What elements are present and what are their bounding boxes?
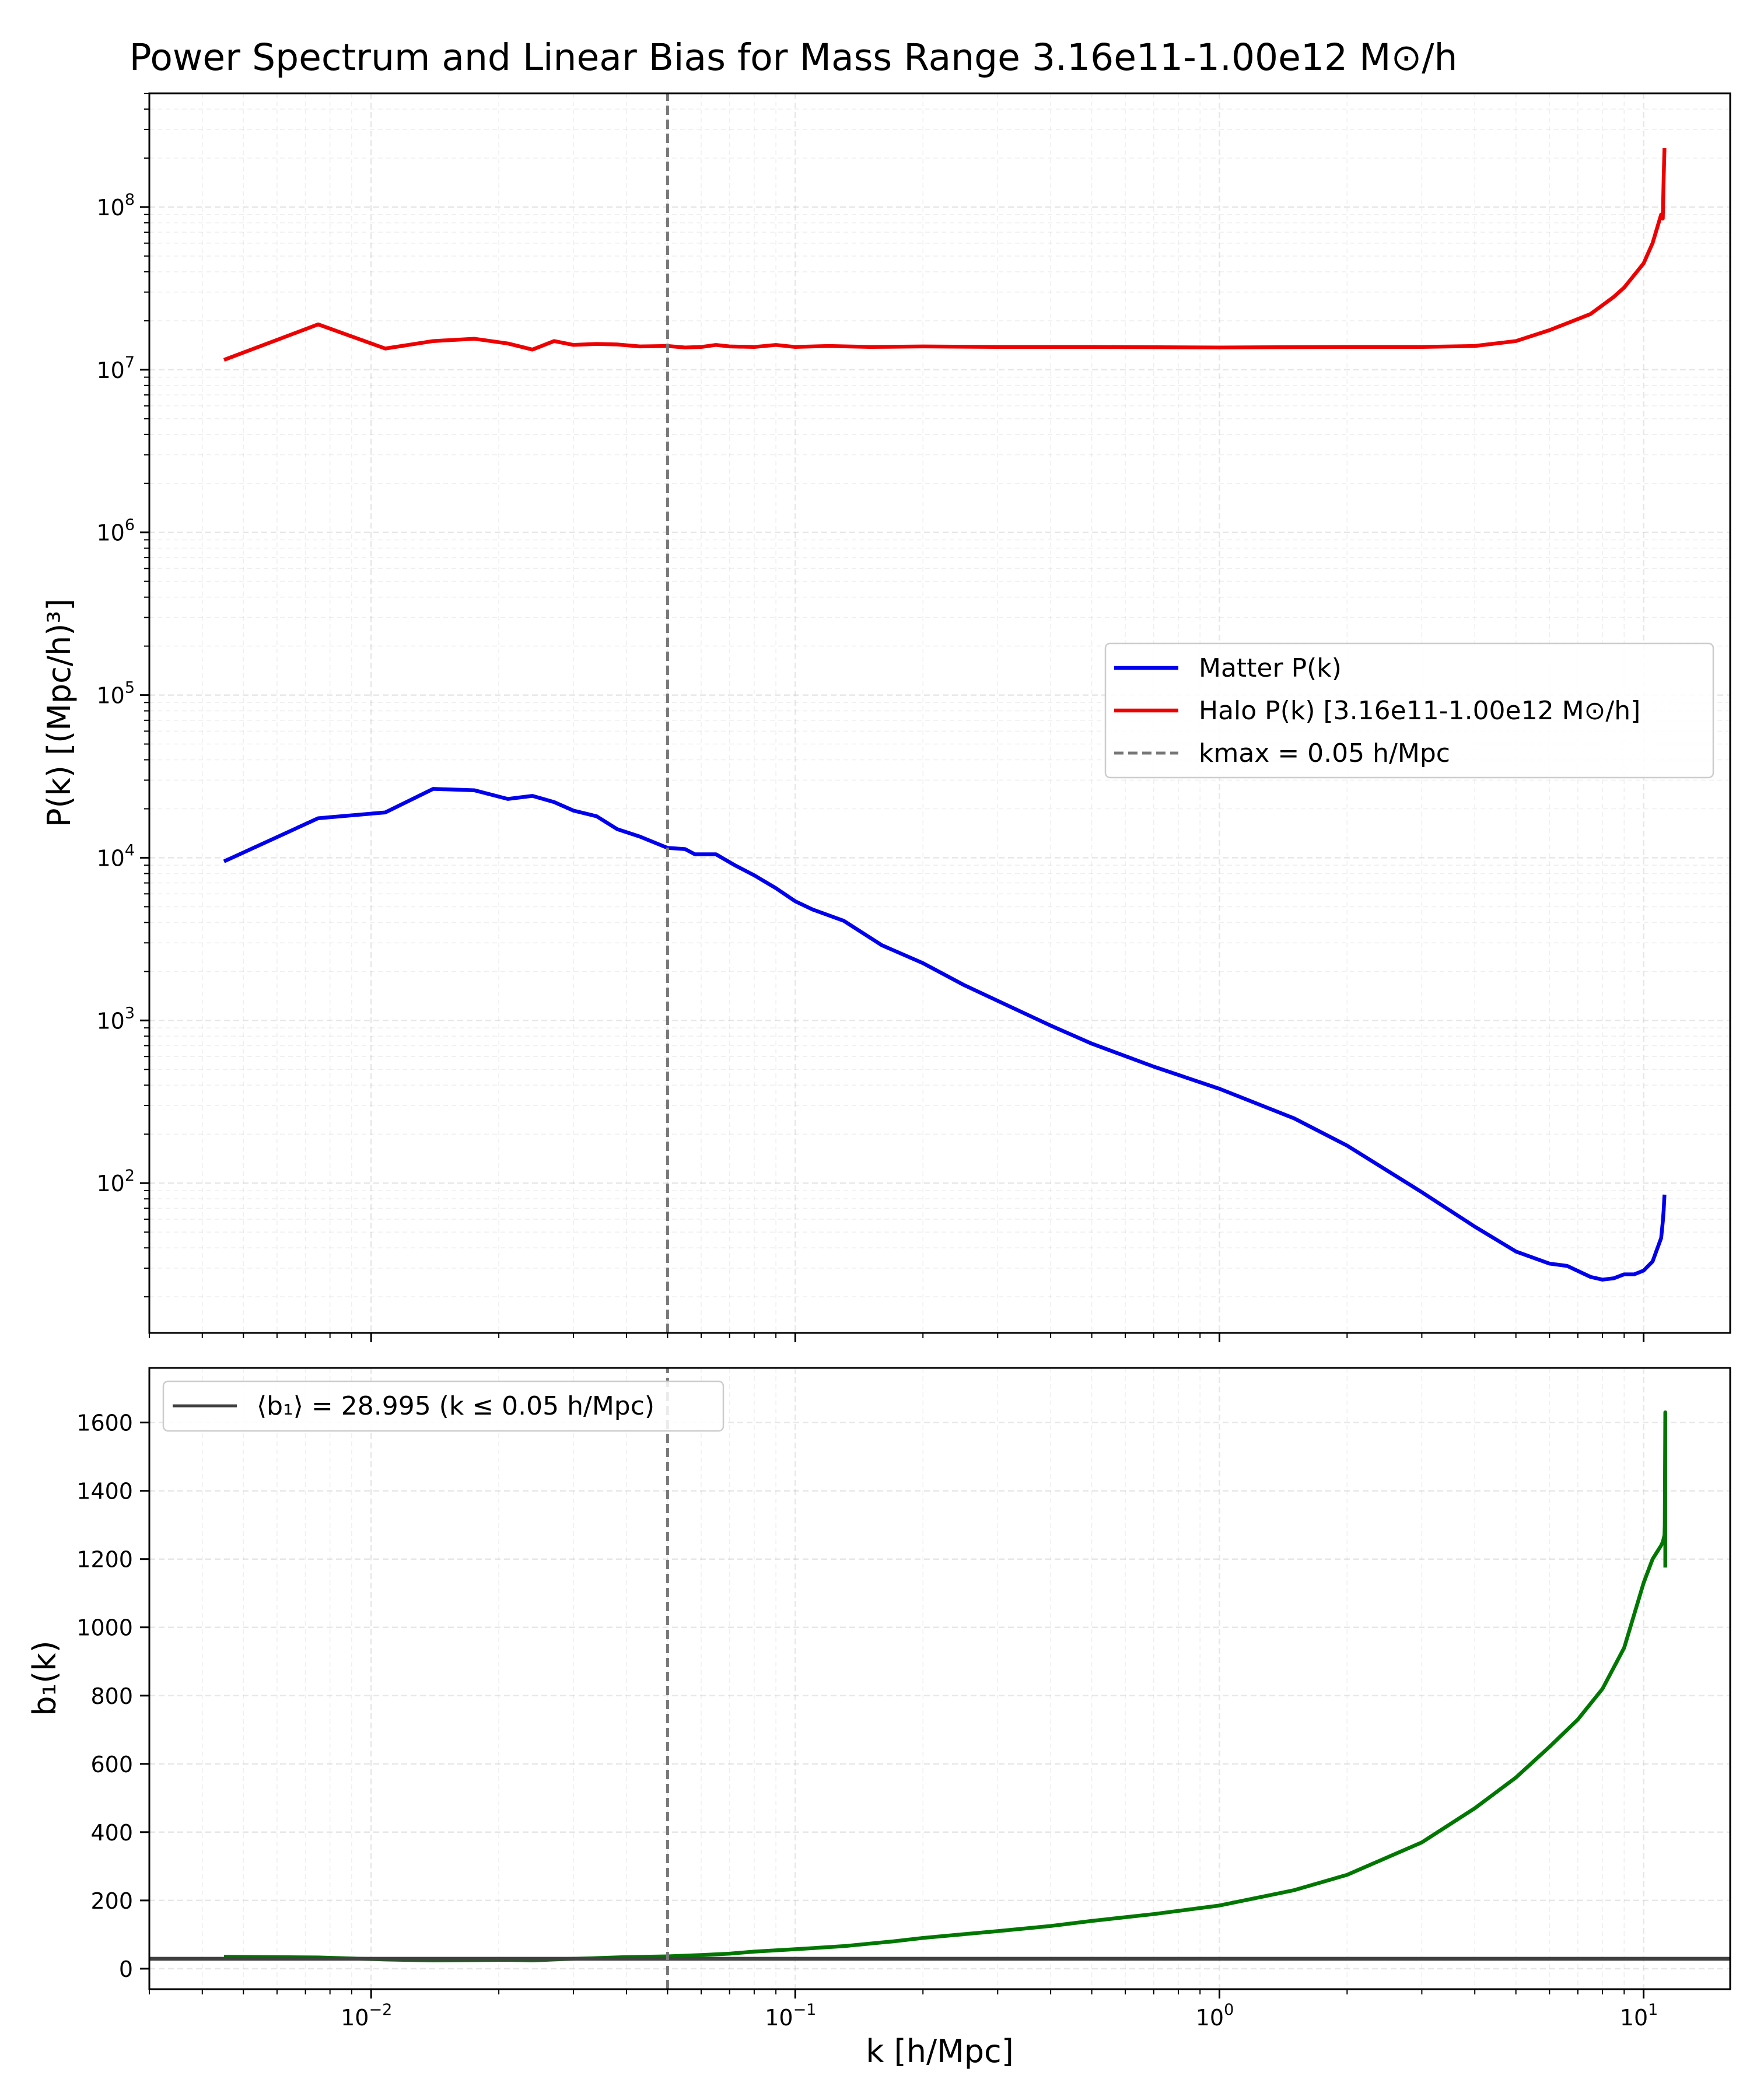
bottom-x-tick-label: 10−1	[765, 2001, 816, 2031]
top-series-0-matter-p-k	[223, 787, 1667, 1282]
bottom-y-tick-label: 0	[119, 1957, 133, 1982]
legend-label-kmax: kmax = 0.05 h/Mpc	[1199, 738, 1450, 768]
top-legend-box	[1104, 642, 1714, 779]
bottom-axis-ticks: 0 200 400 600 800 1000 1200 1400 1600 10−2 10−1 100…	[76, 1410, 1658, 2031]
top-grid	[149, 93, 1730, 1333]
bottom-legend: ⟨b₁⟩ = 28.995 (k ≤ 0.05 h/Mpc)	[162, 1380, 724, 1432]
top-plot-frame	[148, 92, 1731, 1334]
bottom-y-tick-label: 800	[90, 1684, 133, 1709]
top-y-tick-label: 105	[96, 679, 135, 709]
bottom-plot-frame	[148, 1367, 1731, 1990]
top-y-axis-label: P(k) [(Mpc/h)³]	[41, 598, 78, 827]
top-series-1-halo-p-k-3-16e11-1-00e12-m-h	[223, 148, 1667, 362]
bottom-y-tick-label: 200	[90, 1888, 133, 1914]
chart-title: Power Spectrum and Linear Bias for Mass …	[130, 36, 1458, 79]
bottom-y-tick-label: 1400	[76, 1479, 133, 1504]
top-y-tick-label: 107	[96, 354, 135, 383]
top-y-tick-label: 104	[96, 841, 135, 871]
top-series	[223, 93, 1667, 1333]
top-y-tick-label: 108	[96, 191, 135, 220]
bottom-x-tick-label: 101	[1620, 2001, 1658, 2031]
top-y-tick-label: 102	[96, 1167, 135, 1196]
top-legend: Matter P(k) Halo P(k) [3.16e11-1.00e12 M…	[1104, 642, 1714, 779]
top-y-tick-label: 103	[96, 1004, 135, 1034]
top-panel: 102 103 104 105 106 107 108 P(k) [(Mpc/h)³] Ma…	[41, 92, 1731, 1342]
bottom-x-tick-label: 10−2	[341, 2001, 392, 2031]
bottom-panel: 0 200 400 600 800 1000 1200 1400 1600 10−2 10−1 100…	[26, 1367, 1731, 2070]
bottom-y-tick-label: 1600	[76, 1410, 133, 1436]
legend-label-halo: Halo P(k) [3.16e11-1.00e12 M⊙/h]	[1199, 696, 1640, 726]
bottom-legend-box	[162, 1380, 724, 1432]
bottom-y-tick-label: 400	[90, 1820, 133, 1846]
x-axis-label: k [h/Mpc]	[866, 2033, 1014, 2070]
legend-label-mean-bias: ⟨b₁⟩ = 28.995 (k ≤ 0.05 h/Mpc)	[257, 1391, 654, 1421]
bottom-y-axis-label: b₁(k)	[26, 1640, 63, 1716]
bottom-y-tick-label: 1000	[76, 1615, 133, 1641]
bottom-y-tick-label: 1200	[76, 1547, 133, 1573]
top-axis-ticks: 102 103 104 105 106 107 108	[96, 93, 1645, 1342]
bottom-series	[149, 1368, 1730, 1989]
bottom-y-tick-label: 600	[90, 1752, 133, 1777]
bottom-x-tick-label: 100	[1196, 2001, 1234, 2031]
top-y-tick-label: 106	[96, 516, 135, 546]
legend-label-matter: Matter P(k)	[1199, 653, 1342, 683]
